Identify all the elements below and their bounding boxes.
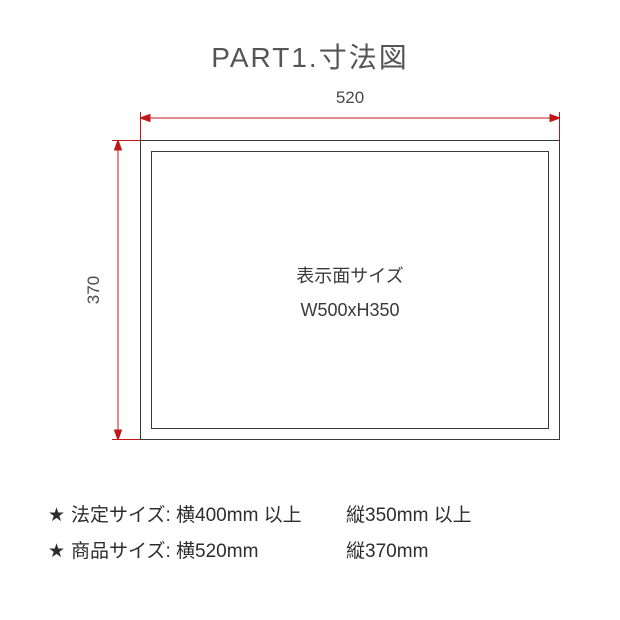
- product-size-width: 横520mm: [176, 534, 346, 570]
- outer-frame: 表示面サイズ W500xH350: [140, 140, 560, 440]
- product-size-label: 商品サイズ:: [71, 534, 171, 570]
- dimension-height-label: 370: [84, 140, 104, 440]
- display-area-caption: 表示面サイズ: [141, 259, 559, 293]
- dimension-height: 370: [90, 140, 132, 440]
- dimension-width-label: 520: [140, 88, 560, 108]
- product-size-height: 縦370mm: [346, 534, 428, 570]
- display-area-label: 表示面サイズ W500xH350: [141, 259, 559, 327]
- page-title: PART1.寸法図: [0, 0, 620, 76]
- dimension-width: 520: [140, 88, 560, 124]
- legal-size-height: 縦350mm 以上: [346, 498, 472, 534]
- legal-size-row: ★ 法定サイズ: 横400mm 以上縦350mm 以上: [48, 498, 472, 534]
- legal-size-label: 法定サイズ:: [71, 498, 171, 534]
- dimension-height-line: [112, 140, 122, 440]
- dimension-width-line: [140, 112, 560, 122]
- star-icon: ★: [48, 541, 65, 562]
- size-notes: ★ 法定サイズ: 横400mm 以上縦350mm 以上 ★ 商品サイズ: 横520m…: [48, 498, 472, 570]
- legal-size-width: 横400mm 以上: [176, 498, 346, 534]
- product-size-row: ★ 商品サイズ: 横520mm縦370mm: [48, 534, 472, 570]
- star-icon: ★: [48, 505, 65, 526]
- display-area-size: W500xH350: [141, 293, 559, 327]
- dimension-diagram: 520 370: [60, 88, 580, 488]
